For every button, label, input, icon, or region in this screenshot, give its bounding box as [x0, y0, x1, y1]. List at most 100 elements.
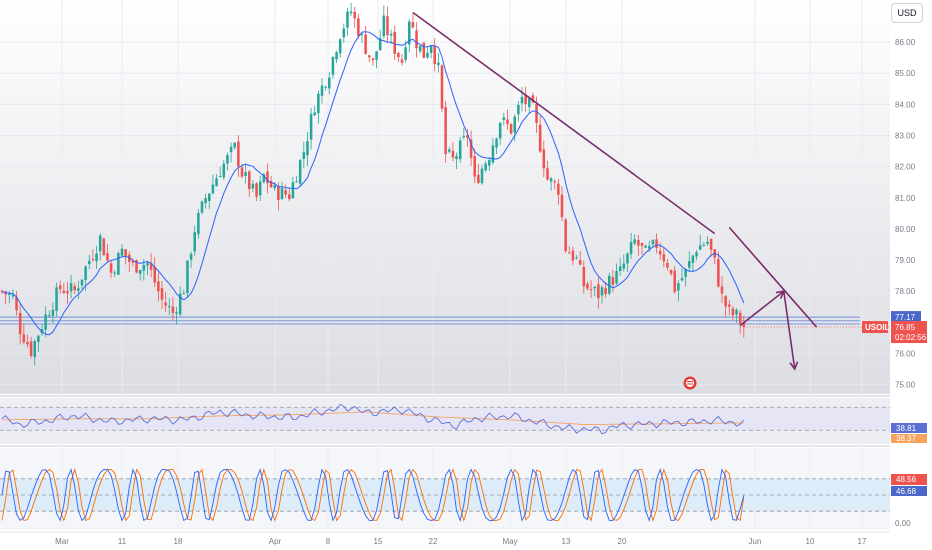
price-tick-label: 78.00	[895, 287, 916, 296]
candle	[313, 112, 316, 116]
candle	[157, 281, 160, 292]
price-tick-label: 86.00	[895, 38, 916, 47]
us-flag-icon	[683, 376, 697, 390]
candle	[418, 45, 422, 52]
candle	[717, 259, 720, 287]
candle	[375, 51, 378, 60]
main-pane-background	[0, 0, 890, 394]
candle	[295, 181, 298, 183]
candle	[451, 150, 455, 158]
price-axis	[890, 0, 932, 550]
candle	[557, 183, 560, 195]
candle	[73, 286, 76, 291]
candle	[411, 22, 415, 28]
candle	[422, 42, 426, 58]
candle	[546, 168, 549, 180]
candle	[731, 308, 735, 316]
rsi-value-tag	[891, 423, 927, 433]
candle	[44, 314, 47, 330]
candle	[360, 34, 364, 36]
stoch-k-line	[1, 468, 745, 522]
price-tick-label: 75.00	[895, 381, 916, 390]
candle	[466, 134, 469, 139]
price-tick-label: 83.00	[895, 131, 916, 140]
candle	[26, 341, 29, 345]
candle	[648, 245, 651, 249]
candle	[408, 21, 411, 45]
candle	[48, 315, 51, 317]
time-tick-label: 8	[326, 537, 331, 546]
candle	[568, 252, 571, 254]
candle	[368, 55, 371, 58]
candle	[128, 254, 131, 262]
symbol-label: USOIL	[865, 323, 890, 332]
candle	[531, 95, 535, 103]
candle	[342, 28, 346, 38]
candle	[371, 58, 375, 61]
candle	[437, 62, 440, 66]
time-tick-label: Mar	[55, 537, 69, 546]
candle	[706, 241, 709, 244]
rsi-ma-value-tag	[891, 434, 927, 443]
candle	[520, 96, 524, 104]
candle	[178, 293, 182, 315]
candles	[0, 2, 746, 366]
candle	[615, 271, 618, 284]
candle	[306, 141, 309, 156]
candle	[91, 258, 95, 260]
candle	[618, 266, 622, 272]
candle	[77, 288, 80, 291]
candle	[160, 288, 164, 300]
candle	[120, 248, 124, 256]
candle	[564, 219, 567, 252]
candle	[226, 154, 229, 164]
candle	[633, 239, 636, 244]
candle	[458, 140, 462, 160]
candle	[524, 94, 527, 105]
time-tick-label: 10	[806, 537, 815, 546]
candle	[364, 34, 367, 54]
currency-selector-button[interactable]: USD	[891, 3, 923, 23]
candle	[426, 52, 429, 58]
candle	[669, 269, 673, 274]
candle	[720, 286, 724, 294]
candle	[473, 156, 476, 177]
candle	[498, 122, 502, 139]
price-tick-label: 81.00	[895, 194, 916, 203]
candle	[149, 262, 153, 270]
candle	[509, 124, 513, 134]
candle	[309, 114, 313, 140]
candle	[142, 264, 146, 271]
candle	[338, 39, 342, 54]
candle	[138, 270, 142, 274]
candle	[560, 194, 564, 218]
candle	[488, 160, 491, 166]
candle	[658, 250, 662, 255]
candle	[222, 163, 226, 178]
time-tick-label: 18	[174, 537, 183, 546]
candle	[8, 293, 11, 295]
candle	[495, 138, 498, 148]
time-tick-label: 17	[858, 537, 867, 546]
candle	[640, 243, 644, 246]
candle	[695, 252, 698, 257]
candle	[320, 85, 324, 96]
candle	[284, 189, 287, 195]
candle	[742, 322, 746, 328]
candle	[448, 149, 451, 152]
candle	[553, 181, 556, 183]
candle	[709, 239, 713, 250]
candle	[604, 288, 607, 295]
time-tick-label: 13	[562, 537, 571, 546]
symbol-tag	[862, 321, 888, 334]
candle	[288, 194, 291, 199]
candle	[528, 98, 531, 108]
price-tick-label: 76.00	[895, 350, 916, 359]
candle	[164, 302, 167, 306]
candle	[171, 306, 175, 313]
candle	[702, 244, 706, 246]
price-tick-label: 84.00	[895, 100, 916, 109]
time-tick-label: Jun	[749, 537, 762, 546]
candle	[117, 253, 120, 275]
